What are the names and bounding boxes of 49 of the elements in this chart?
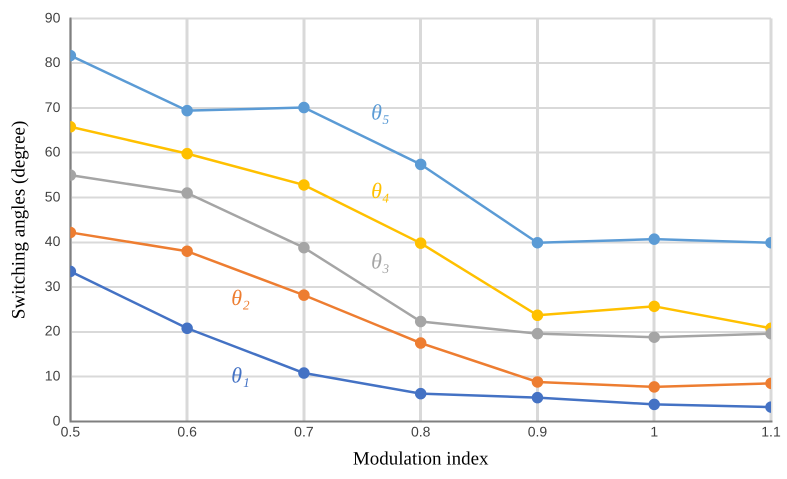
y-tick-label: 30	[44, 278, 61, 294]
y-tick-label: 60	[44, 144, 61, 160]
y-tick-label: 70	[44, 98, 61, 115]
x-tick-label: 0.7	[294, 424, 314, 440]
point	[181, 245, 193, 257]
y-tick-label: 80	[44, 54, 61, 70]
x-tick-label: 0.9	[528, 424, 548, 440]
point	[648, 331, 660, 343]
y-tick-label: 10	[44, 367, 61, 384]
point	[648, 300, 660, 312]
y-tick-label: 20	[44, 322, 61, 339]
y-tick-label: 50	[44, 188, 61, 204]
point	[414, 337, 426, 349]
point	[532, 392, 544, 404]
point	[181, 187, 193, 199]
series-label: θ₃	[371, 248, 390, 274]
point	[414, 388, 426, 400]
point	[298, 367, 310, 379]
point	[648, 233, 660, 245]
point	[648, 381, 660, 393]
x-tick-label: 1	[650, 424, 658, 440]
point	[298, 179, 310, 191]
point	[414, 158, 426, 170]
point	[298, 242, 310, 254]
series-label: θ₂	[231, 284, 250, 310]
x-axis-title: Modulation index	[352, 448, 489, 470]
point	[181, 104, 193, 116]
series-label: θ₁	[231, 362, 250, 388]
point	[532, 376, 544, 388]
point	[298, 102, 310, 114]
point	[181, 322, 193, 334]
point	[648, 398, 660, 410]
x-tick-label: 0.6	[177, 424, 198, 440]
series-label: θ₅	[371, 100, 390, 125]
y-tick-label: 0	[52, 412, 61, 428]
point	[532, 310, 544, 322]
point	[414, 237, 426, 249]
x-tick-label: 0.5	[60, 424, 80, 440]
x-tick-label: 1.1	[761, 424, 781, 440]
point	[532, 236, 544, 248]
point	[298, 289, 310, 301]
point	[532, 328, 544, 340]
y-tick-label: 40	[44, 233, 61, 250]
series-label: θ₄	[371, 178, 390, 203]
y-tick-label: 90	[44, 9, 61, 26]
x-tick-label: 0.8	[410, 424, 431, 440]
y-axis-title: Switching angles (degree)	[8, 120, 30, 320]
point	[181, 148, 193, 160]
point	[414, 316, 426, 328]
